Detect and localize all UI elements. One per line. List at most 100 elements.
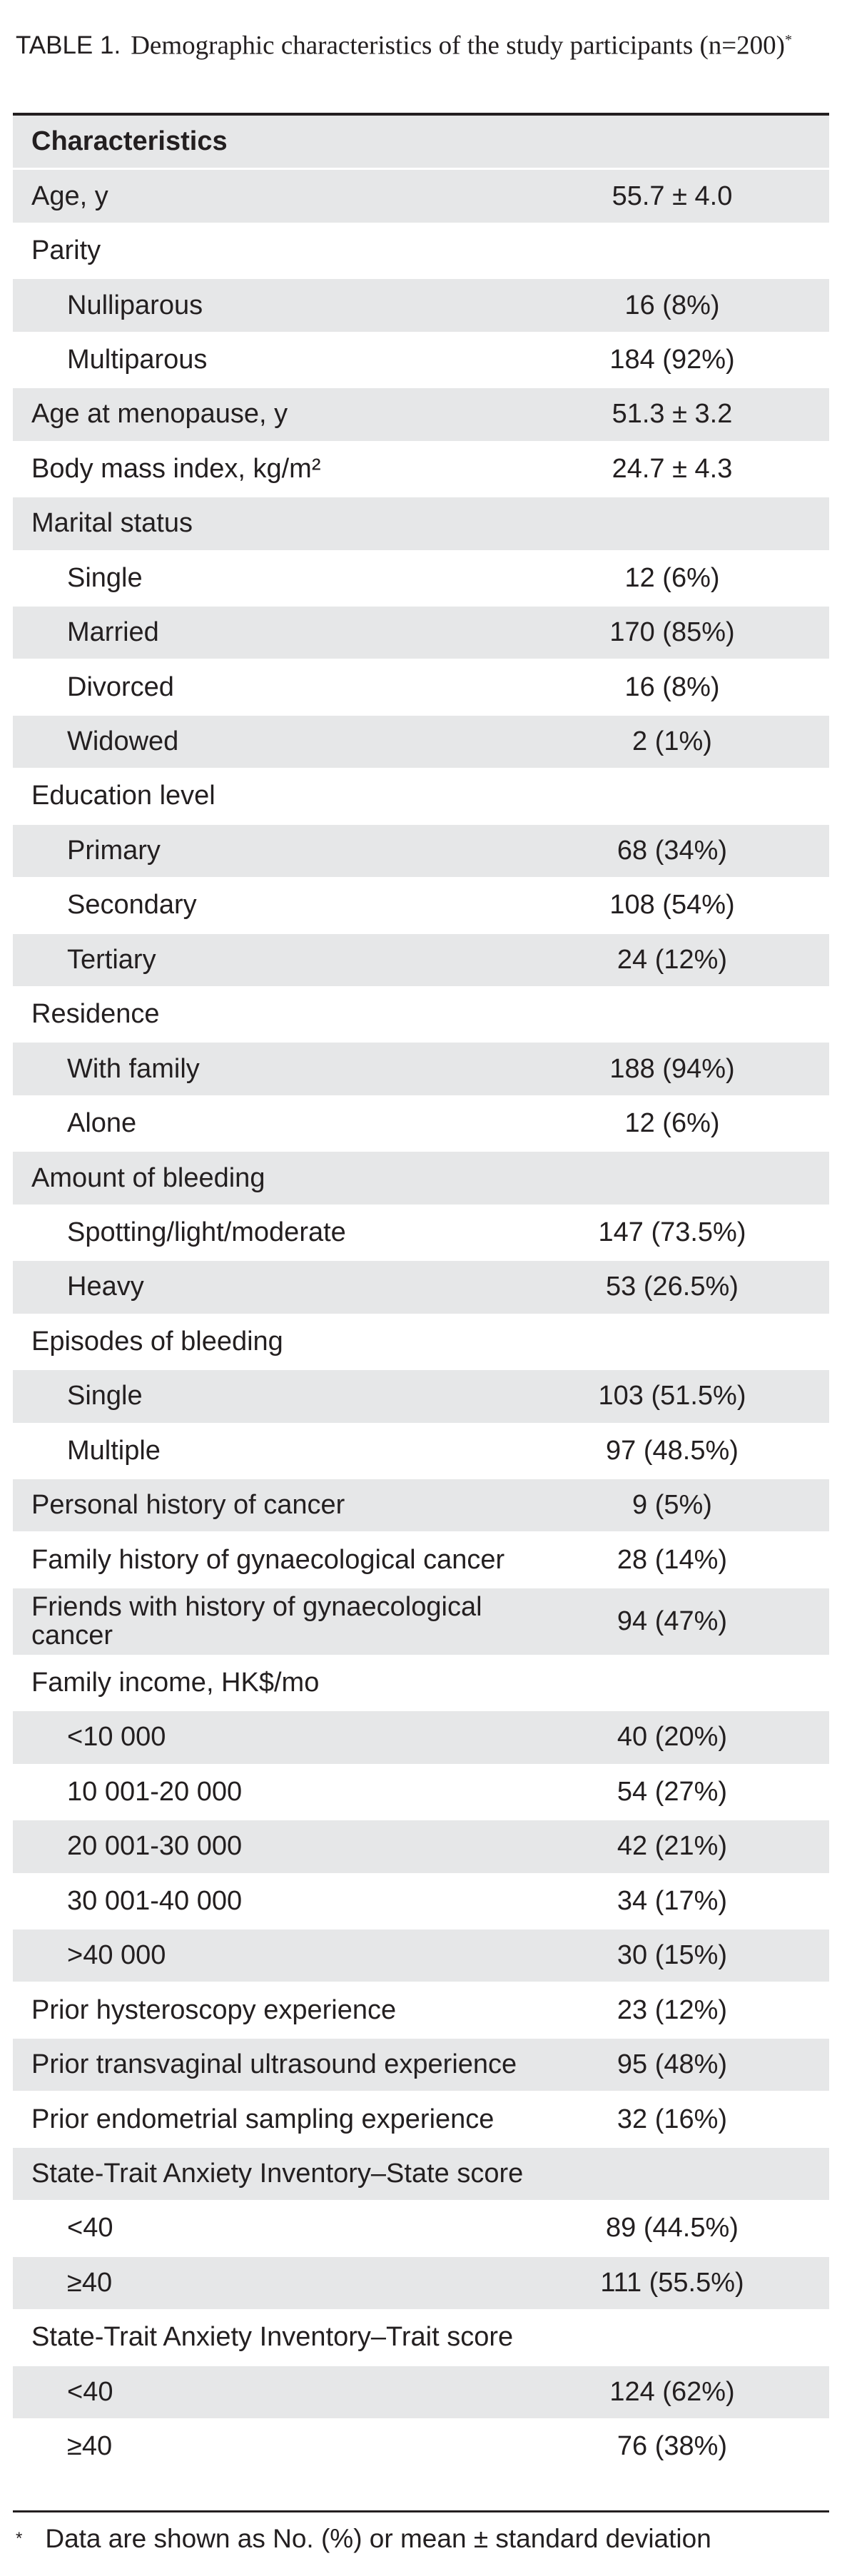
row-value: 16 (8%) [558,661,829,716]
table-subrow: Spotting/light/moderate 147 (73.5%) [13,1207,829,1262]
row-label: Marital status [13,497,558,552]
row-label: <10 000 [13,1711,558,1766]
table-row: State-Trait Anxiety Inventory–State scor… [13,2147,829,2203]
row-label: >40 000 [13,1930,558,1984]
table-row: Friends with history of gynaecological c… [13,1588,829,1657]
table-row: Amount of bleeding [13,1152,829,1207]
table-subrow: Nulliparous 16 (8%) [13,279,829,334]
row-value: 188 (94%) [558,1043,829,1097]
row-value [558,2147,829,2203]
row-label: Multiparous [13,334,558,389]
table-row: Prior endometrial sampling experience 32 … [13,2093,829,2148]
table-subrow: Divorced 16 (8%) [13,661,829,716]
row-value [558,770,829,825]
table-row: Prior hysteroscopy experience 23 (12%) [13,1984,829,2039]
table-subrow: 30 001-40 000 34 (17%) [13,1875,829,1930]
row-label: <40 [13,2365,558,2420]
row-value: 9 (5%) [558,1479,829,1534]
table-subrow: <40 89 (44.5%) [13,2202,829,2257]
table-row: Prior transvaginal ultrasound experience… [13,2038,829,2094]
row-label: Married [13,606,558,661]
row-label: Tertiary [13,933,558,988]
table-subrow: Multiparous 184 (92%) [13,334,829,389]
row-label: 20 001-30 000 [13,1820,558,1875]
row-value: 24.7 ± 4.3 [558,443,829,498]
table-subrow: >40 000 30 (15%) [13,1930,829,1984]
table-footnote: * Data are shown as No. (%) or mean ± sta… [16,2522,829,2556]
table-subrow: <10 000 40 (20%) [13,1711,829,1766]
row-value: 28 (14%) [558,1533,829,1588]
table-top-rule [13,113,829,116]
table-subrow: Tertiary 24 (12%) [13,933,829,988]
row-label: Single [13,1370,558,1425]
table-row: Age at menopause, y 51.3 ± 3.2 [13,388,829,443]
table-subrow: 10 001-20 000 54 (27%) [13,1766,829,1821]
row-value: 24 (12%) [558,933,829,988]
row-value: 54 (27%) [558,1766,829,1821]
row-label: Amount of bleeding [13,1152,558,1207]
row-label: Family income, HK$/mo [13,1657,558,1712]
row-label: State-Trait Anxiety Inventory–State scor… [13,2147,558,2203]
table-number: TABLE 1. [16,31,121,60]
row-label: <40 [13,2202,558,2257]
table-subrow: Married 170 (85%) [13,606,829,661]
footnote-marker: * [16,2529,23,2548]
table-row: Residence [13,988,829,1043]
footnote-text: Data are shown as No. (%) or mean ± stan… [45,2524,711,2553]
caption-text: Demographic characteristics of the study… [131,31,785,61]
row-label: Prior hysteroscopy experience [13,1984,558,2039]
table-row: Marital status [13,497,829,552]
table-row: Body mass index, kg/m² 24.7 ± 4.3 [13,443,829,498]
table-subrow: 20 001-30 000 42 (21%) [13,1820,829,1875]
row-value: 111 (55.5%) [558,2256,829,2312]
row-label: Prior transvaginal ultrasound experience [13,2038,558,2094]
row-value [558,225,829,280]
row-value: 55.7 ± 4.0 [558,170,829,225]
row-value: 89 (44.5%) [558,2202,829,2257]
row-label: Multiple [13,1425,558,1479]
row-label: Age, y [13,170,558,225]
row-value [558,1657,829,1712]
row-value: 12 (6%) [558,1097,829,1152]
table-subrow: Single 103 (51.5%) [13,1370,829,1425]
row-value: 76 (38%) [558,2420,829,2475]
row-value: 147 (73.5%) [558,1207,829,1262]
row-label: With family [13,1043,558,1097]
row-label: Single [13,552,558,607]
table-row: Personal history of cancer 9 (5%) [13,1479,829,1534]
table-subrow: Single 12 (6%) [13,552,829,607]
row-label: Widowed [13,715,558,771]
row-label: Parity [13,225,558,280]
row-value [558,497,829,552]
row-label: Nulliparous [13,279,558,334]
row-label: Spotting/light/moderate [13,1207,558,1262]
row-value: 124 (62%) [558,2365,829,2420]
table-subrow: Primary 68 (34%) [13,824,829,880]
table-row: Parity [13,225,829,280]
table-subrow: ≥40 111 (55.5%) [13,2256,829,2312]
table-subrow: Secondary 108 (54%) [13,879,829,934]
row-value: 12 (6%) [558,552,829,607]
row-label: Personal history of cancer [13,1479,558,1534]
row-label: Divorced [13,661,558,716]
row-value: 34 (17%) [558,1875,829,1930]
row-value: 23 (12%) [558,1984,829,2039]
row-label: Secondary [13,879,558,934]
table-subrow: Widowed 2 (1%) [13,715,829,771]
table-row: Education level [13,770,829,825]
table-subrow: Multiple 97 (48.5%) [13,1425,829,1479]
table-row: State-Trait Anxiety Inventory–Trait scor… [13,2311,829,2366]
row-value: 170 (85%) [558,606,829,661]
row-value: 53 (26.5%) [558,1261,829,1316]
table-subrow: With family 188 (94%) [13,1043,829,1097]
row-label: 10 001-20 000 [13,1766,558,1821]
row-value: 30 (15%) [558,1930,829,1984]
row-label: Episodes of bleeding [13,1316,558,1371]
row-value: 97 (48.5%) [558,1425,829,1479]
row-value: 108 (54%) [558,879,829,934]
row-label: Age at menopause, y [13,388,558,443]
row-label: Residence [13,988,558,1043]
row-label: Body mass index, kg/m² [13,443,558,498]
row-label: Prior endometrial sampling experience [13,2093,558,2148]
